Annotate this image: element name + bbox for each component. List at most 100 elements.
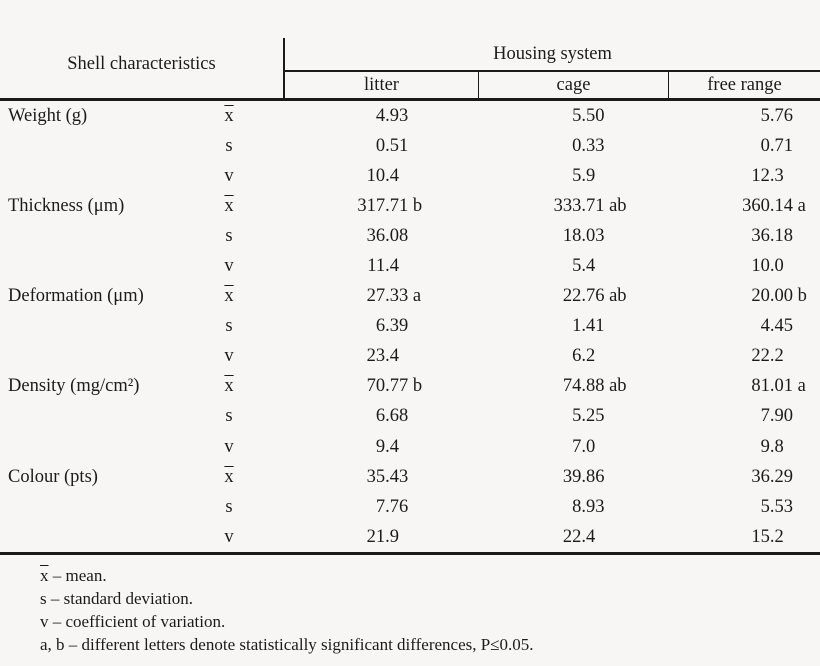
value-number: 317.71 b: [357, 195, 423, 216]
mean-symbol: x: [224, 286, 234, 307]
value-cell: 10.4: [283, 166, 478, 187]
value-number: 7.90: [760, 406, 794, 427]
stat-symbol: s: [225, 496, 233, 517]
value-number: 10.0: [751, 256, 784, 277]
table-row: s 6.68 5.25 7.90: [0, 402, 820, 432]
value-cell: 5.76: [668, 106, 820, 127]
value-cell: 35.43: [283, 467, 478, 488]
row-label: Deformation (μm): [8, 286, 144, 307]
stat-symbol: s: [225, 225, 233, 246]
row-label: Weight (g): [8, 105, 88, 126]
table-row: v 23.4 6.2 22.2: [0, 342, 820, 372]
table-row: Thickness (μm) x 317.71 b 333.71 ab 360.14 a: [0, 191, 820, 221]
mean-symbol: x: [224, 466, 234, 487]
mean-symbol: x: [224, 195, 234, 216]
stat-symbol: x: [175, 106, 283, 127]
value-cell: 7.0: [478, 437, 668, 458]
value-cell: 27.33 a: [283, 286, 478, 307]
value-cell: 6.2: [478, 346, 668, 367]
value-cell: 22.2: [668, 346, 820, 367]
table-row: Deformation (μm) x 27.33 a 22.76 ab 20.00 b: [0, 282, 820, 312]
table-row: s 0.51 0.33 0.71: [0, 131, 820, 161]
stat-symbol: v: [224, 256, 234, 277]
value-number: 5.50: [572, 105, 605, 126]
value-number: 10.4: [366, 165, 399, 186]
value-cell: 22.4: [478, 527, 668, 548]
value-cell: 0.33: [478, 136, 668, 157]
value-cell: 5.4: [478, 256, 668, 277]
value-cell: 5.9: [478, 166, 668, 187]
value-number: 4.45: [760, 316, 794, 337]
value-number: 8.93: [572, 496, 605, 517]
table-body: Weight (g) x 4.93 5.50 5.76 s 0.51 0.33 0.71 v 10.…: [0, 101, 820, 556]
value-cell: 0.51: [283, 136, 478, 157]
value-cell: 5.53: [668, 497, 820, 518]
value-number: 6.39: [375, 316, 409, 337]
footnote-line: s – standard deviation.: [40, 589, 193, 609]
value-number: 22.4: [562, 526, 596, 547]
value-cell: 5.25: [478, 406, 668, 427]
value-number: 6.2: [572, 346, 596, 367]
header-housing-system: Housing system: [283, 38, 820, 72]
value-number: 1.41: [572, 316, 605, 337]
value-number: 39.86: [562, 466, 605, 487]
stat-symbol: x: [175, 196, 283, 217]
value-number: 35.43: [366, 466, 409, 487]
value-cell: 20.00 b: [668, 286, 820, 307]
value-number: 5.53: [760, 496, 794, 517]
value-number: 36.29: [751, 466, 794, 487]
value-cell: 23.4: [283, 346, 478, 367]
value-cell: 18.03: [478, 226, 668, 247]
value-cell: 36.08: [283, 226, 478, 247]
value-number: 9.8: [760, 436, 784, 457]
value-cell: 5.50: [478, 106, 668, 127]
stat-symbol: x: [175, 376, 283, 397]
mean-symbol: x: [224, 105, 234, 126]
value-number: 9.4: [375, 436, 399, 457]
table-row: v 10.4 5.9 12.3: [0, 161, 820, 191]
mean-symbol: x: [40, 566, 49, 586]
stat-symbol: s: [225, 406, 233, 427]
value-number: 70.77 b: [366, 376, 423, 397]
value-number: 36.18: [751, 225, 794, 246]
table-row: Density (mg/cm²) x 70.77 b 74.88 ab 81.01 a: [0, 372, 820, 402]
table-row: Colour (pts) x 35.43 39.86 36.29: [0, 462, 820, 492]
value-cell: 1.41: [478, 316, 668, 337]
value-number: 0.33: [572, 135, 605, 156]
stat-symbol: s: [225, 135, 233, 156]
table-row: v 21.9 22.4 15.2: [0, 522, 820, 552]
value-number: 6.68: [375, 406, 409, 427]
value-number: 36.08: [366, 225, 409, 246]
col-header-litter: litter: [283, 72, 478, 98]
value-number: 7.76: [375, 496, 409, 517]
value-number: 333.71 ab: [553, 195, 627, 216]
value-cell: 7.90: [668, 406, 820, 427]
row-label: Density (mg/cm²): [8, 376, 140, 397]
value-cell: 22.76 ab: [478, 286, 668, 307]
stat-symbol: v: [224, 526, 234, 547]
value-number: 22.2: [751, 346, 784, 367]
footnote-line: v – coefficient of variation.: [40, 612, 226, 632]
value-cell: 12.3: [668, 166, 820, 187]
value-cell: 36.18: [668, 226, 820, 247]
mean-symbol: x: [224, 376, 234, 397]
value-cell: 10.0: [668, 256, 820, 277]
footnote-line: x – mean.: [40, 566, 107, 586]
value-number: 22.76 ab: [562, 286, 627, 307]
value-cell: 0.71: [668, 136, 820, 157]
value-cell: 8.93: [478, 497, 668, 518]
value-number: 5.4: [572, 256, 596, 277]
value-cell: 21.9: [283, 527, 478, 548]
value-number: 0.71: [760, 135, 794, 156]
value-number: 5.76: [760, 105, 794, 126]
value-number: 12.3: [751, 165, 784, 186]
value-number: 360.14 a: [742, 195, 806, 216]
value-number: 11.4: [367, 256, 399, 277]
table-row: v 11.4 5.4 10.0: [0, 251, 820, 281]
value-cell: 9.4: [283, 437, 478, 458]
stat-symbol: s: [225, 316, 233, 337]
col-header-free-range: free range: [668, 72, 820, 98]
value-cell: 39.86: [478, 467, 668, 488]
value-cell: 360.14 a: [668, 196, 820, 217]
